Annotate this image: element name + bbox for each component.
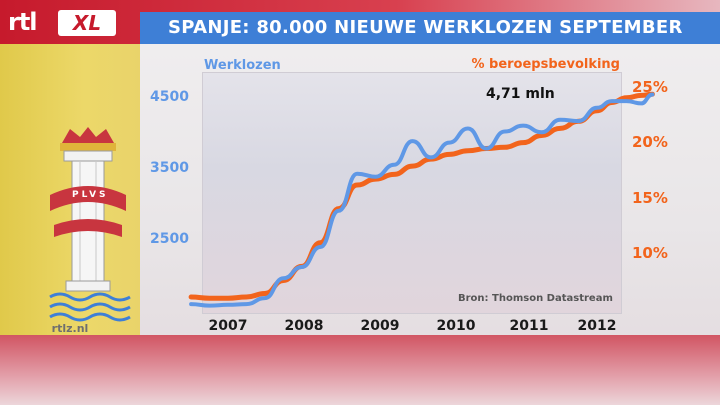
x-tick-label: 2008 — [284, 318, 324, 334]
series-line-percentage — [188, 91, 655, 301]
right-tick-label: 25% — [632, 78, 668, 96]
site-url: rtlz.nl — [51, 322, 89, 335]
pillar-crest-icon — [49, 127, 131, 322]
page-title: SPANJE: 80.000 NIEUWE WERKLOZEN SEPTEMBE… — [168, 17, 683, 38]
series-line-werklozen — [189, 92, 655, 308]
logo-rtl-text: rtl — [8, 8, 38, 36]
left-tick-label: 3500 — [150, 160, 189, 176]
rtl-xl-logo: rtl XL — [6, 6, 124, 40]
peak-annotation: 4,71 mln — [486, 86, 555, 102]
left-axis-title: Werklozen — [204, 58, 281, 73]
left-tick-label: 2500 — [150, 231, 189, 247]
right-tick-label: 20% — [632, 133, 668, 151]
plot-area — [202, 72, 622, 314]
x-tick-label: 2010 — [436, 318, 476, 334]
x-tick-label: 2007 — [208, 318, 248, 334]
crest-text: PLVS — [72, 190, 109, 200]
logo-xl-badge: XL — [58, 10, 116, 36]
bottom-stripe — [0, 335, 720, 405]
left-tick-label: 4500 — [150, 89, 189, 105]
source-note: Bron: Thomson Datastream — [458, 293, 613, 304]
right-tick-label: 15% — [632, 189, 668, 207]
right-axis-title: % beroepsbevolking — [471, 57, 620, 72]
title-bar: SPANJE: 80.000 NIEUWE WERKLOZEN SEPTEMBE… — [140, 12, 720, 44]
right-tick-label: 10% — [632, 244, 668, 262]
x-tick-label: 2011 — [509, 318, 549, 334]
x-tick-label: 2012 — [577, 318, 617, 334]
x-tick-label: 2009 — [360, 318, 400, 334]
